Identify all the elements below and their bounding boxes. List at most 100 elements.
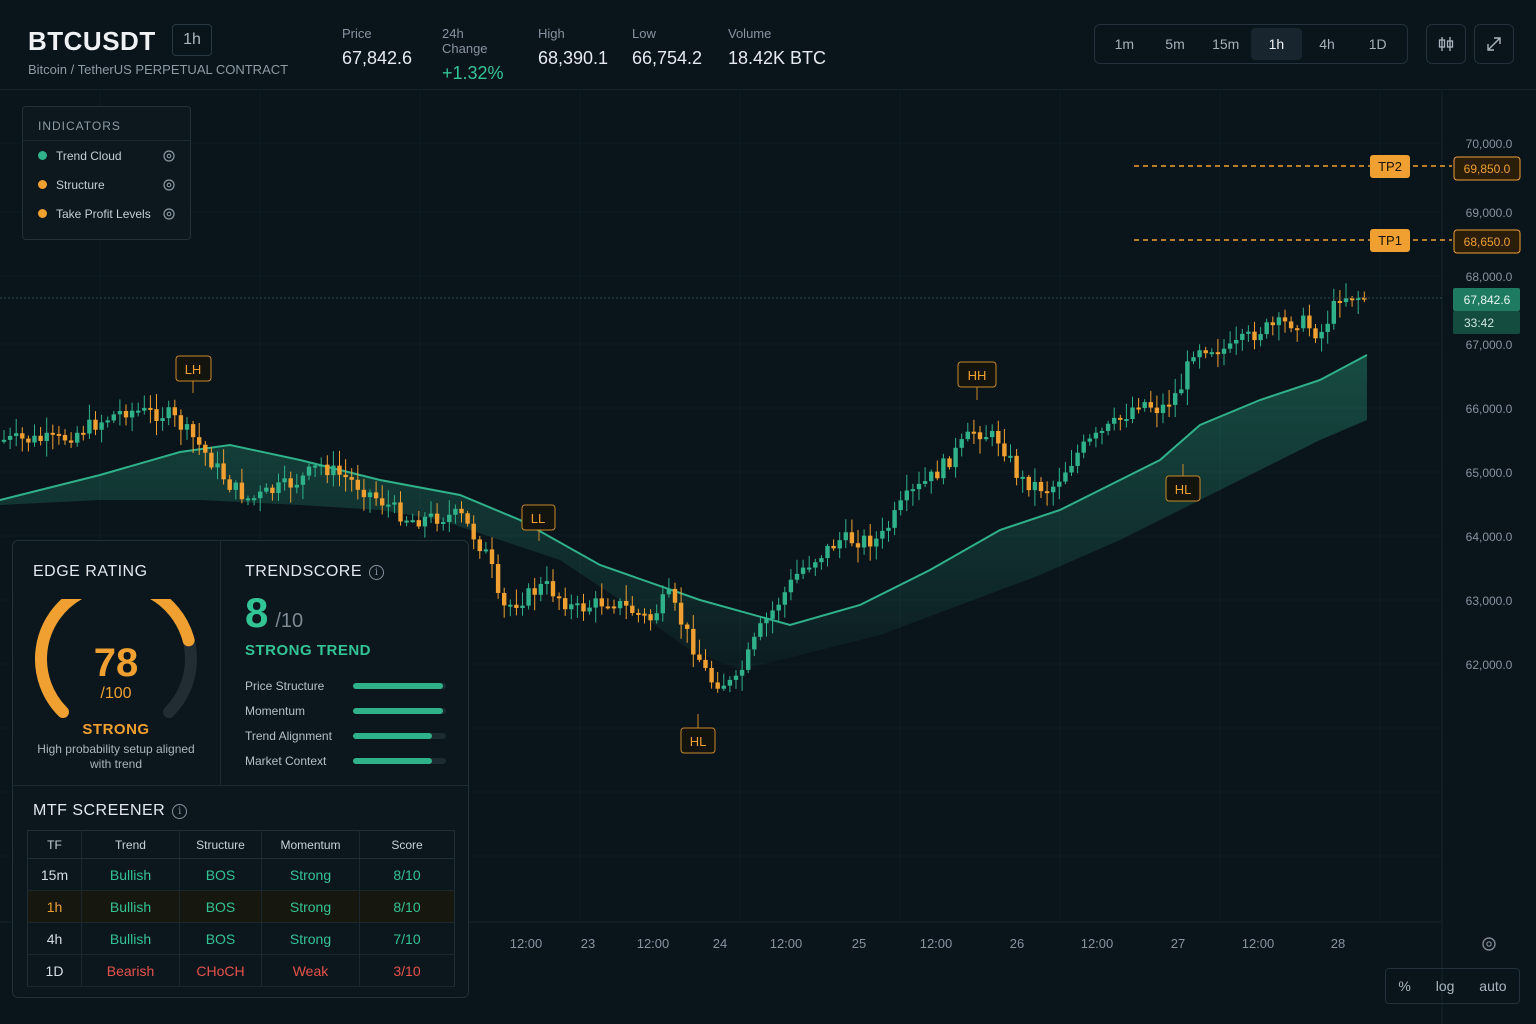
candle-body	[1142, 402, 1147, 408]
gear-icon[interactable]	[162, 178, 176, 192]
price-tick: 66,000.0	[1466, 402, 1513, 416]
candle-body	[1349, 298, 1355, 301]
candle-body	[1191, 357, 1196, 362]
cell-structure: BOS	[179, 890, 262, 923]
candle-body	[1240, 333, 1245, 341]
structure-label-hl-2[interactable]: HL	[1165, 464, 1201, 502]
trendscore-card: TRENDSCORE i 8 /10 STRONG TREND Price St…	[221, 541, 468, 785]
column-header[interactable]: Structure	[179, 830, 262, 859]
candle-body	[398, 502, 403, 522]
indicator-label: Trend Cloud	[56, 148, 122, 163]
table-row-active[interactable]: 1h Bullish BOS Strong 8/10	[27, 890, 455, 923]
indicator-item-structure[interactable]: Structure	[23, 170, 190, 199]
timeframe-button-1m[interactable]: 1m	[1114, 36, 1135, 52]
percent-scale-button[interactable]: %	[1398, 978, 1411, 994]
table-row[interactable]: 4h Bullish BOS Strong 7/10	[27, 922, 455, 955]
info-icon[interactable]: i	[172, 803, 188, 819]
info-icon[interactable]: i	[369, 564, 385, 580]
header-bar: BTCUSDT 1h Bitcoin / TetherUS PERPETUAL …	[0, 0, 1536, 90]
candle-body	[1044, 491, 1050, 494]
candle-body	[685, 624, 690, 629]
auto-scale-button[interactable]: auto	[1479, 978, 1507, 994]
candle-body	[1282, 317, 1288, 322]
metric-row: Momentum	[245, 698, 455, 723]
table-row[interactable]: 15m Bullish BOS Strong 8/10	[27, 858, 455, 891]
interval-badge[interactable]: 1h	[172, 24, 212, 56]
time-axis[interactable]: 12:00 23 12:00 24 12:00 25 12:00 26 12:0…	[510, 936, 1346, 951]
gear-icon[interactable]	[162, 207, 176, 221]
structure-label-hl[interactable]: HL	[680, 714, 716, 754]
candles-layer	[1, 283, 1367, 693]
stat-price: Price 67,842.6	[342, 26, 412, 84]
cell-momentum: Strong	[261, 922, 360, 955]
price-chart[interactable]: 70,000.0 69,000.0 68,000.0 67,000.0 66,0…	[0, 90, 1536, 1024]
tp1-level[interactable]: TP1 68,650.0	[1134, 229, 1521, 254]
table-row[interactable]: 1D Bearish CHoCH Weak 3/10	[27, 954, 455, 987]
candle-body	[990, 430, 995, 438]
structure-label-hh[interactable]: HH	[957, 361, 997, 400]
candle-body	[599, 598, 604, 607]
timeframe-button-1d[interactable]: 1D	[1368, 36, 1387, 52]
candle-body	[264, 487, 269, 492]
gear-icon[interactable]	[162, 149, 176, 163]
candle-body	[794, 573, 800, 580]
column-header[interactable]: Momentum	[261, 830, 360, 859]
time-tick: 26	[1010, 936, 1024, 951]
price-axis[interactable]: 70,000.0 69,000.0 68,000.0 67,000.0 66,0…	[1466, 137, 1513, 672]
timeframe-button-1h[interactable]: 1h	[1251, 28, 1302, 60]
timeframe-button-5m[interactable]: 5m	[1165, 36, 1185, 52]
edge-rating-label: STRONG	[82, 721, 150, 738]
structure-label-lh[interactable]: LH	[175, 355, 212, 393]
log-scale-button[interactable]: log	[1435, 978, 1455, 994]
metric-bar	[353, 707, 446, 714]
candle-body	[1020, 476, 1025, 479]
candle-body	[1099, 430, 1105, 433]
time-tick: 12:00	[770, 936, 803, 951]
stat-label: Low	[632, 26, 656, 41]
metric-label: Trend Alignment	[245, 728, 332, 743]
edge-rating-value: 78	[93, 641, 139, 685]
cell-tf: 1h	[27, 890, 82, 923]
cell-momentum: Strong	[261, 858, 360, 891]
indicators-title: INDICATORS	[23, 107, 190, 141]
price-tick: 68,000.0	[1466, 270, 1513, 284]
structure-label-ll[interactable]: LL	[521, 504, 556, 541]
chart-type-button[interactable]	[1426, 24, 1466, 64]
price-tick: 69,000.0	[1466, 206, 1513, 220]
candle-body	[1288, 321, 1294, 329]
indicator-item-trend-cloud[interactable]: Trend Cloud	[23, 141, 190, 170]
column-header[interactable]: TF	[27, 830, 82, 859]
mtf-table: TF Trend Structure Momentum Score 15m Bu…	[27, 830, 455, 987]
fullscreen-button[interactable]	[1474, 24, 1514, 64]
timeframe-button-4h[interactable]: 4h	[1319, 36, 1335, 52]
timeframe-button-15m[interactable]: 15m	[1212, 36, 1240, 52]
column-header[interactable]: Trend	[81, 830, 180, 859]
candle-body	[916, 483, 922, 490]
axis-settings-button[interactable]	[1482, 937, 1496, 951]
gear-icon	[1482, 937, 1496, 951]
stat-value: 68,390.1	[538, 48, 609, 68]
candle-body	[947, 458, 952, 468]
tp1-label: TP1	[1378, 233, 1402, 248]
symbol-title: BTCUSDT	[28, 26, 156, 56]
candle-body	[715, 682, 720, 689]
candle-body	[1105, 423, 1111, 431]
indicator-item-take-profit[interactable]: Take Profit Levels	[23, 199, 190, 228]
candle-body	[75, 432, 80, 443]
trendscore-title: TRENDSCORE	[245, 563, 363, 580]
candle-body	[563, 598, 568, 610]
candle-body	[1362, 297, 1367, 300]
candle-body	[233, 482, 238, 490]
candle-body	[825, 545, 830, 559]
column-header[interactable]: Score	[359, 830, 455, 859]
time-tick: 12:00	[637, 936, 670, 951]
candle-body	[892, 510, 897, 528]
candle-body	[1032, 482, 1038, 491]
candle-body	[868, 535, 873, 547]
tp2-level[interactable]: TP2 69,850.0	[1134, 155, 1521, 181]
stat-value: +1.32%	[442, 63, 504, 83]
cell-momentum: Weak	[261, 954, 360, 987]
price-tick: 62,000.0	[1466, 658, 1513, 672]
structure-label-text: LH	[185, 362, 202, 377]
indicator-color-dot	[38, 209, 47, 218]
